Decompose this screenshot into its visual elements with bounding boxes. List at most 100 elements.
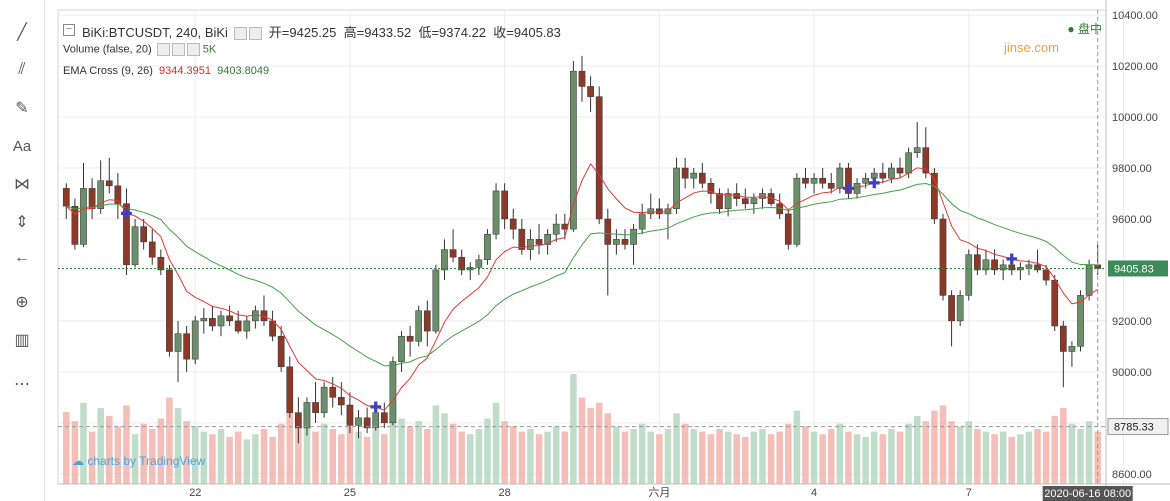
volume-bar — [862, 436, 869, 484]
volume-bar — [690, 429, 698, 484]
candle-body — [698, 172, 706, 184]
y-tick-label: 10400.00 — [1112, 10, 1158, 22]
volume-bar — [845, 431, 852, 484]
brush-icon[interactable]: ✎ — [15, 100, 29, 117]
volume-bar — [183, 421, 190, 484]
candle-body — [956, 295, 964, 322]
candle-body — [166, 269, 173, 352]
volume-bar — [501, 421, 508, 484]
live-status: ● 盘中 — [1067, 22, 1102, 36]
volume-bar — [544, 431, 551, 484]
more-icon[interactable]: ⋯ — [14, 376, 30, 393]
volume-bar — [827, 429, 835, 484]
ema-slow-value: 9403.8049 — [217, 65, 270, 77]
volume-bar — [398, 418, 405, 484]
settings-icon[interactable] — [171, 43, 185, 56]
volume-bar — [810, 431, 818, 484]
volume-bar — [965, 421, 973, 484]
eye-icon[interactable] — [156, 43, 170, 56]
text-tool-icon[interactable]: Aa — [12, 137, 32, 155]
candle-body — [922, 147, 930, 174]
volume-bar — [303, 426, 311, 484]
collapse-icon[interactable]: − — [63, 24, 75, 36]
volume-value: 5K — [202, 43, 217, 56]
candle-body — [939, 218, 947, 296]
trend-line-icon[interactable]: ╱ — [17, 24, 27, 41]
candle-body — [475, 259, 483, 268]
candle-body — [621, 239, 629, 245]
tradingview-logo[interactable]: ☁ charts by TradingView — [72, 454, 206, 468]
settings-icon[interactable] — [248, 27, 262, 41]
candle-body — [544, 234, 551, 245]
candle-body — [183, 333, 190, 360]
volume-bar — [785, 423, 792, 484]
candle-body — [295, 412, 302, 429]
volume-bar — [131, 434, 139, 484]
x-tick-label: 25 — [344, 487, 356, 499]
open-label: 开= — [268, 25, 290, 40]
watermark: jinse.com — [1004, 40, 1059, 55]
candle-body — [604, 218, 612, 245]
measure-icon[interactable]: ⇕ — [15, 214, 29, 231]
candle-body — [656, 208, 663, 215]
candle-body — [673, 167, 680, 210]
y-tick-label: 10000.00 — [1112, 112, 1158, 124]
volume-bar — [191, 426, 199, 484]
candle-body — [535, 239, 543, 245]
volume-bar — [389, 410, 397, 484]
volume-bar — [922, 421, 930, 484]
volume-bar — [742, 436, 749, 484]
close-icon[interactable] — [186, 43, 200, 56]
x-tick-label: 28 — [499, 487, 511, 499]
volume-bar — [295, 418, 302, 484]
chart-data-icon[interactable]: ▥ — [14, 332, 30, 349]
candle-body — [638, 213, 646, 230]
volume-bar — [88, 431, 96, 484]
ema-lines: ✚ ✚ ✚ ✚ ✚ — [65, 162, 1098, 415]
y-tick-label: 9200.00 — [1112, 316, 1152, 328]
volume-bar — [123, 405, 130, 484]
candle-body — [948, 295, 955, 322]
pattern-icon[interactable]: ⋈ — [14, 176, 30, 193]
volume-bar — [509, 426, 517, 484]
candle-body — [681, 167, 689, 179]
volume-bar — [518, 431, 526, 484]
candle-body — [845, 167, 852, 194]
high-value: 9433.52 — [364, 25, 412, 40]
volume-label: Volume (false, 20) — [63, 43, 152, 56]
candle-body — [784, 213, 792, 245]
volume-bar — [535, 434, 543, 484]
volume-bar — [243, 439, 251, 484]
candle-body — [157, 256, 165, 271]
candle-body — [896, 167, 904, 174]
volume-bar — [1034, 429, 1041, 484]
volume-bar — [527, 429, 534, 484]
marker-price-label: 8785.33 — [1114, 422, 1154, 434]
volume-bar — [836, 423, 844, 484]
zoom-in-icon[interactable]: ⊕ — [15, 294, 29, 311]
volume-bar — [733, 434, 740, 484]
volume-bar — [552, 426, 560, 484]
last-price-label: 9405.83 — [1114, 263, 1154, 275]
volume-bar — [346, 426, 354, 484]
time-axis: 222528六月4710132020-06-16 08:00 — [58, 483, 1170, 501]
eye-icon[interactable] — [233, 27, 247, 41]
candle-body — [217, 315, 225, 327]
price-chart[interactable]: ✚ ✚ ✚ ✚ ✚ 10400.00 10200.00 10000.00 9800.00 960… — [44, 0, 1170, 501]
volume-bar — [870, 431, 878, 484]
volume-bar — [260, 429, 268, 484]
volume-bar — [681, 423, 689, 484]
volume-bar — [71, 421, 79, 484]
candle-body — [105, 180, 113, 187]
marker-price-badge — [1107, 418, 1169, 436]
arrow-left-icon[interactable]: ← — [14, 249, 30, 266]
pitchfork-icon[interactable]: ⫽ — [18, 61, 26, 78]
candle-body — [484, 234, 491, 260]
candle-body — [527, 239, 534, 250]
volume-bars — [63, 374, 1101, 484]
volume-bar — [1008, 436, 1016, 484]
candle-body — [1034, 264, 1041, 271]
candle-body — [372, 412, 380, 429]
y-tick-label: 8600.00 — [1112, 469, 1152, 481]
candle-body — [449, 249, 457, 258]
